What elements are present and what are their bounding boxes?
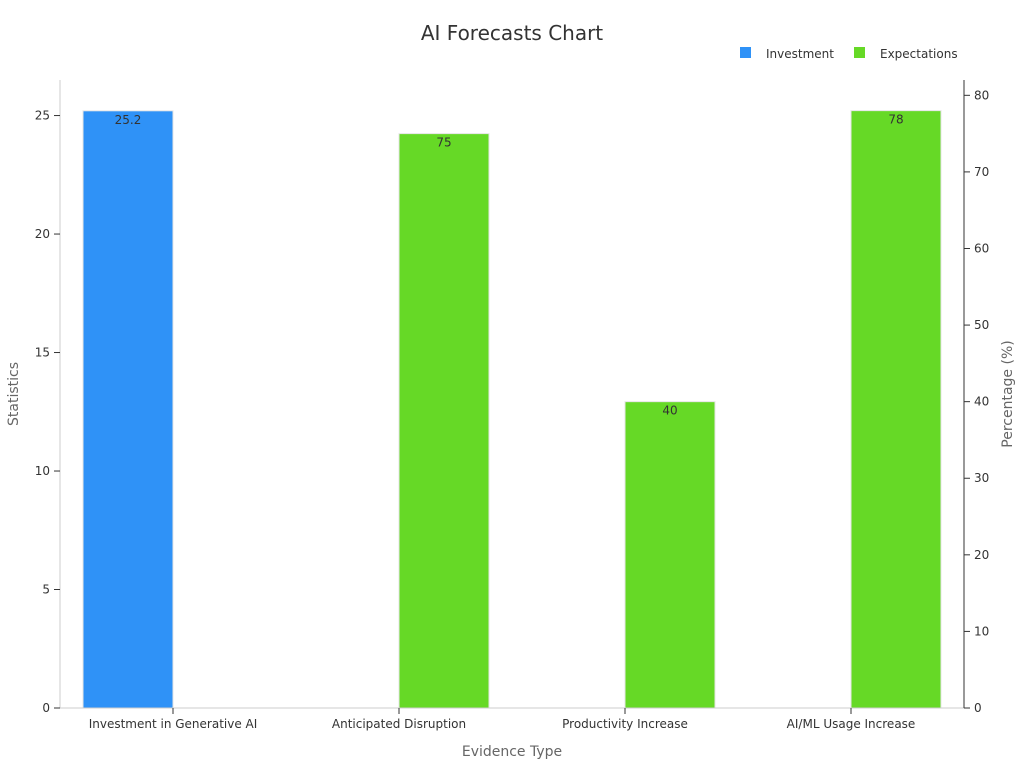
y-tick-label: 25 xyxy=(35,109,50,123)
bar-expectations-ai-ml-usage-increase xyxy=(850,110,942,709)
y-tick-label: 15 xyxy=(35,346,50,360)
y2-tick-label: 50 xyxy=(974,318,989,332)
y2-tick-label: 80 xyxy=(974,88,989,102)
data-labels: 25.2 75 40 78 xyxy=(115,113,904,418)
bar-expectations-anticipated-disruption xyxy=(398,133,490,709)
y2-tick-label: 20 xyxy=(974,548,989,562)
y-tick-label: 5 xyxy=(42,583,50,597)
y-tick-label: 0 xyxy=(42,701,50,715)
chart-title: AI Forecasts Chart xyxy=(421,21,603,45)
bar-expectations-productivity-increase xyxy=(624,401,716,709)
y2-tick-label: 70 xyxy=(974,165,989,179)
y-axis-title: Statistics xyxy=(6,362,22,426)
x-tick-label-productivity-increase: Productivity Increase xyxy=(562,717,688,731)
y2-tick-label: 60 xyxy=(974,241,989,255)
x-tick-label-anticipated-disruption: Anticipated Disruption xyxy=(332,717,466,731)
y2-axis-title: Percentage (%) xyxy=(1000,340,1016,447)
data-label-investment-in-generative-ai: 25.2 xyxy=(115,113,142,127)
x-axis-title: Evidence Type xyxy=(462,744,562,760)
y2-tick-label: 40 xyxy=(974,395,989,409)
bar-investment-investment-in-generative-ai xyxy=(82,110,174,709)
x-axis-ticks: Investment in Generative AI Anticipated D… xyxy=(89,708,916,731)
y-tick-label: 10 xyxy=(35,464,50,478)
y2-tick-label: 30 xyxy=(974,471,989,485)
y2-tick-label: 10 xyxy=(974,624,989,638)
data-label-anticipated-disruption: 75 xyxy=(436,136,451,150)
data-label-productivity-increase: 40 xyxy=(662,404,677,418)
legend: Investment Expectations xyxy=(740,47,958,61)
y-tick-label: 20 xyxy=(35,227,50,241)
x-tick-label-investment-in-generative-ai: Investment in Generative AI xyxy=(89,717,258,731)
y-axis-ticks: 0 5 10 15 20 25 xyxy=(35,109,60,715)
y2-tick-label: 0 xyxy=(974,701,982,715)
legend-label-investment: Investment xyxy=(766,47,834,61)
data-label-ai-ml-usage-increase: 78 xyxy=(888,113,903,127)
legend-swatch-investment xyxy=(740,47,751,58)
bars xyxy=(82,110,942,709)
legend-label-expectations: Expectations xyxy=(880,47,958,61)
x-tick-label-ai-ml-usage-increase: AI/ML Usage Increase xyxy=(787,717,916,731)
y2-axis-ticks: 0 10 20 30 40 50 60 70 80 xyxy=(964,88,989,715)
legend-swatch-expectations xyxy=(854,47,865,58)
